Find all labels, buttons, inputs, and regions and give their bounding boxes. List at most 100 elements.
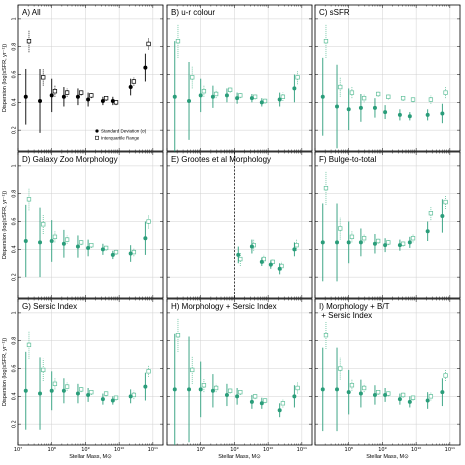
std-point [346, 390, 351, 395]
std-point [128, 85, 133, 90]
iqr-point [361, 96, 367, 101]
y-axis-label: Dispersion (log(sSFR, yr⁻¹)) [2, 44, 8, 112]
panel-title: D) Galaxy Zoo Morphology [22, 155, 118, 164]
std-point [292, 247, 297, 252]
iqr-point [375, 390, 381, 395]
std-point [86, 392, 91, 397]
iqr-point [443, 373, 448, 378]
iqr-point [361, 385, 367, 391]
iqr-point [262, 398, 268, 403]
std-point [61, 388, 66, 393]
std-point [187, 387, 192, 392]
panel-title-line: H) Morphology + Sersic Index [171, 302, 277, 311]
std-point [440, 390, 445, 395]
x-tick-label: 10¹⁰ [263, 447, 273, 453]
iqr-point [410, 97, 416, 102]
std-point [75, 244, 80, 249]
std-point [23, 94, 28, 99]
std-point [49, 93, 54, 98]
iqr-point [349, 383, 355, 388]
std-point [249, 96, 254, 101]
panel-title: H) Morphology + Sersic Index [171, 302, 277, 311]
std-point [383, 243, 388, 248]
iqr-point [323, 333, 329, 338]
std-point [61, 241, 66, 246]
iqr-point [386, 94, 391, 99]
std-point [210, 388, 215, 393]
legend-iqr-label: Interquartile Range [101, 135, 140, 140]
iqr-point [175, 39, 181, 44]
panel-title-line: B) u-r colour [171, 8, 215, 17]
iqr-point [213, 385, 219, 391]
iqr-point [41, 222, 46, 227]
iqr-point [349, 90, 355, 95]
iqr-point [295, 385, 300, 391]
std-point [235, 96, 240, 101]
std-point [100, 397, 105, 402]
std-point [187, 98, 192, 103]
x-tick-label: 10¹¹ [148, 447, 158, 453]
x-tick-label: 10¹⁰ [114, 447, 124, 453]
panel-e: E) Grootes et al Morphology [166, 151, 313, 299]
x-tick-label: 10⁸ [345, 447, 353, 453]
y-tick-label: 0.4 [12, 392, 18, 400]
legend-std-marker [95, 129, 99, 133]
y-tick-label: 0.4 [12, 98, 18, 106]
iqr-point [26, 39, 32, 44]
iqr-point [131, 79, 137, 84]
iqr-point [238, 93, 243, 98]
x-tick-label: 10¹⁰ [411, 447, 421, 453]
std-point [277, 266, 282, 271]
panel-frame [17, 151, 164, 299]
panel-title: B) u-r colour [171, 8, 215, 17]
std-point [383, 110, 388, 115]
iqr-point [428, 97, 434, 102]
iqr-point [103, 391, 109, 396]
x-tick-label: 10⁸ [197, 447, 205, 453]
panel-frame [166, 298, 313, 446]
std-point [397, 397, 402, 402]
iqr-point [89, 390, 94, 395]
std-point [383, 392, 388, 397]
iqr-point [349, 234, 355, 239]
panel-title-line: F) Bulge-to-total [319, 155, 377, 164]
std-point [38, 98, 43, 103]
std-point [320, 94, 325, 99]
std-point [372, 105, 377, 110]
std-point [100, 98, 105, 103]
std-point [86, 97, 91, 102]
panel-title-line: I) Morphology + B/T [319, 302, 390, 311]
std-point [198, 387, 203, 392]
x-tick-label: 10¹¹ [445, 447, 455, 453]
std-point [407, 399, 412, 404]
panel-h: H) Morphology + Sersic Index 10⁸ 10⁹ 10¹⁰ 10… [166, 298, 313, 460]
iqr-point [64, 384, 70, 389]
x-axis-label: Stellar Mass, M⊙ [69, 454, 112, 460]
x-tick-label: 10⁹ [230, 447, 238, 453]
std-point [224, 392, 229, 397]
iqr-point [280, 401, 286, 406]
std-point [407, 240, 412, 245]
std-point [49, 388, 54, 393]
panel-d: D) Galaxy Zoo Morphology 0.2 0.4 0.6 0.8 1 Dis… [2, 151, 164, 299]
std-point [236, 252, 241, 257]
panel-title: I) Morphology + B/T + Sersic Index [319, 302, 390, 320]
panel-frame [17, 4, 164, 152]
std-point [335, 240, 340, 245]
panel-title-line: E) Grootes et al Morphology [171, 155, 271, 164]
iqr-point [400, 392, 406, 398]
std-point [259, 100, 264, 105]
std-point [249, 399, 254, 404]
iqr-point [323, 39, 329, 44]
panel-g: G) Sersic Index 0.2 0.4 0.6 0.8 1 Dispersion (… [2, 298, 164, 460]
panel-a: A) All 0.2 0.4 0.6 0.8 1 Dispersion (log(sSFR,… [2, 4, 164, 152]
panel-title: C) sSFR [319, 8, 350, 17]
iqr-point [213, 91, 219, 97]
iqr-point [41, 75, 46, 80]
y-tick-label: 0.6 [12, 218, 18, 226]
std-point [143, 65, 148, 70]
iqr-point [190, 367, 195, 373]
iqr-point [113, 395, 119, 400]
iqr-point [78, 240, 84, 245]
x-tick-label: 10¹¹ [297, 447, 307, 453]
